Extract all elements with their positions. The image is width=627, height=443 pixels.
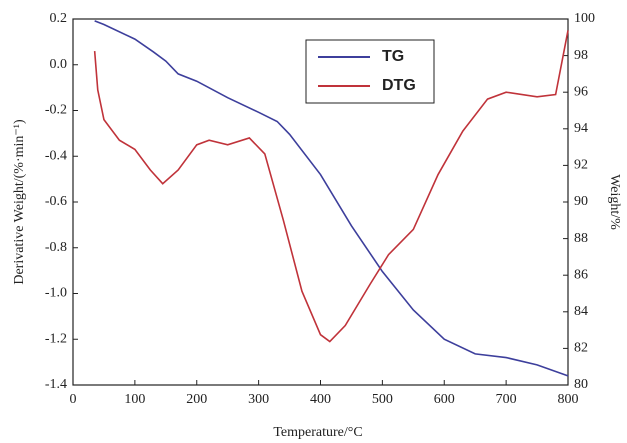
x-tick-label: 300 xyxy=(248,392,269,407)
y2-tick-label: 80 xyxy=(574,377,588,392)
legend-label: TG xyxy=(382,48,404,65)
y-tick-label: -1.4 xyxy=(45,377,67,392)
x-tick-label: 800 xyxy=(558,392,579,407)
y-tick-label: -0.4 xyxy=(45,148,67,163)
x-tick-label: 200 xyxy=(186,392,207,407)
y-tick-label: -0.2 xyxy=(45,103,67,118)
y-tick-label: -0.6 xyxy=(45,194,67,209)
y2-tick-label: 86 xyxy=(574,267,588,282)
y-tick-label: 0.0 xyxy=(50,57,68,72)
x-tick-label: 0 xyxy=(70,392,77,407)
x-tick-label: 100 xyxy=(124,392,145,407)
y2-tick-label: 100 xyxy=(574,11,595,26)
y2-tick-label: 82 xyxy=(574,341,588,356)
x-tick-label: 700 xyxy=(496,392,517,407)
series-line xyxy=(94,20,569,377)
y2-tick-label: 98 xyxy=(574,48,588,63)
legend-box xyxy=(305,39,435,104)
y-tick-label: -0.8 xyxy=(45,240,67,255)
y2-tick-label: 94 xyxy=(574,121,588,136)
x-tick-label: 600 xyxy=(434,392,455,407)
y2-axis-label: Weight/% xyxy=(607,174,622,230)
legend-label: DTG xyxy=(382,77,416,94)
y2-tick-label: 90 xyxy=(574,194,588,209)
x-tick-label: 500 xyxy=(372,392,393,407)
y-tick-label: -1.2 xyxy=(45,331,67,346)
y-tick-label: 0.2 xyxy=(50,11,68,26)
series-line xyxy=(93,30,569,343)
y-tick-label: -1.0 xyxy=(45,286,67,301)
x-axis-label: Temperature/°C xyxy=(273,425,362,440)
x-tick-label: 400 xyxy=(310,392,331,407)
y2-tick-label: 84 xyxy=(574,304,588,319)
y-axis-label: Derivative Weight/(%·min⁻¹) xyxy=(12,119,27,285)
y2-tick-label: 96 xyxy=(574,84,588,99)
y2-tick-label: 88 xyxy=(574,231,588,246)
y2-tick-label: 92 xyxy=(574,158,588,173)
